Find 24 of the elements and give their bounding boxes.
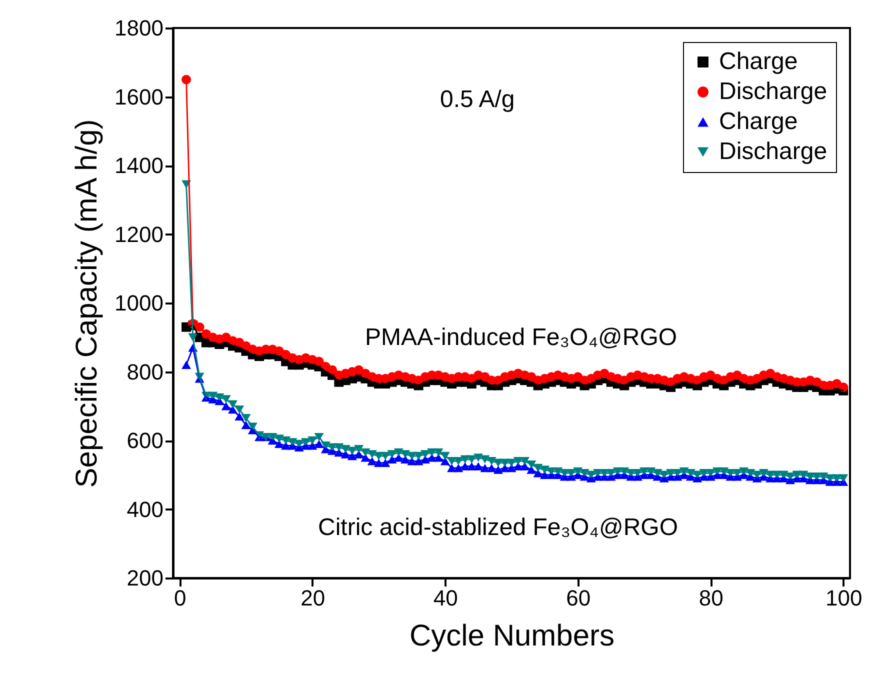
annotation: PMAA-induced Fe₃O₄@RGO bbox=[365, 324, 678, 351]
annotation: Citric acid-stablized Fe₃O₄@RGO bbox=[318, 514, 678, 541]
y-tick-label: 1600 bbox=[114, 84, 164, 110]
x-tick-label: 0 bbox=[174, 586, 186, 610]
y-tick-label: 400 bbox=[126, 496, 164, 522]
annotation: 0.5 A/g bbox=[440, 86, 515, 113]
y-axis-title: Sepecific Capacity (mA h/g) bbox=[70, 119, 104, 488]
x-axis-title: Cycle Numbers bbox=[409, 620, 615, 652]
x-tick-label: 40 bbox=[433, 586, 458, 610]
y-tick-label: 1800 bbox=[114, 16, 164, 40]
legend-label: Charge bbox=[719, 108, 798, 135]
x-tick-label: 80 bbox=[698, 586, 724, 610]
y-tick-label: 200 bbox=[126, 566, 164, 590]
legend-label: Discharge bbox=[719, 78, 828, 105]
y-tick-label: 600 bbox=[126, 428, 164, 453]
x-tick-label: 100 bbox=[826, 586, 862, 610]
y-tick-label: 800 bbox=[126, 359, 164, 384]
legend-label: Discharge bbox=[719, 138, 828, 165]
y-tick-label: 1000 bbox=[114, 290, 164, 316]
x-tick-label: 20 bbox=[300, 586, 326, 610]
y-tick-label: 1200 bbox=[114, 222, 164, 247]
y-tick-label: 1400 bbox=[114, 153, 164, 178]
legend-label: Charge bbox=[719, 48, 798, 75]
x-tick-label: 60 bbox=[566, 586, 591, 610]
